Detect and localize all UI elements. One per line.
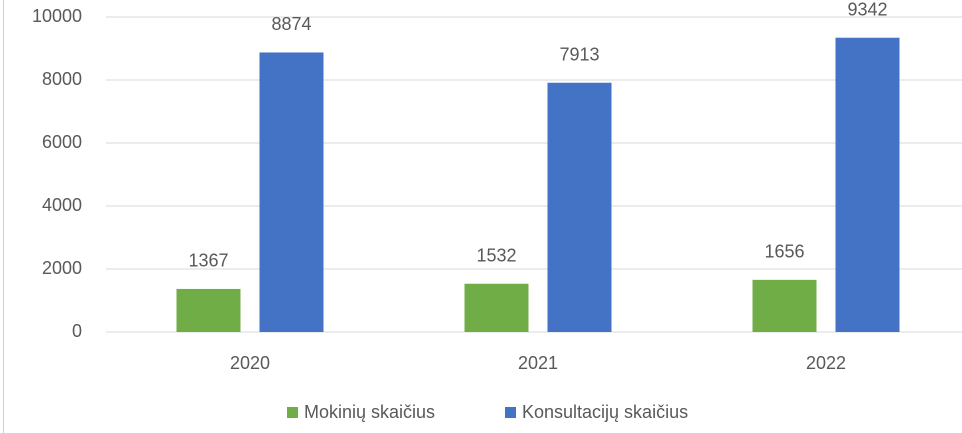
data-label: 1367 [188, 251, 228, 271]
bar [752, 279, 817, 332]
x-tick-label: 2021 [518, 353, 558, 373]
bar [259, 52, 324, 333]
legend-swatch [287, 407, 298, 418]
y-tick-label: 8000 [42, 69, 82, 89]
y-tick-label: 0 [72, 321, 82, 341]
data-label: 7913 [559, 44, 599, 64]
x-tick-label: 2020 [230, 353, 270, 373]
y-tick-label: 6000 [42, 132, 82, 152]
bar [835, 37, 900, 333]
data-label: 9342 [847, 0, 887, 19]
bar [176, 288, 241, 332]
x-tick-label: 2022 [806, 353, 846, 373]
legend-label: Mokinių skaičius [304, 402, 435, 422]
y-tick-label: 4000 [42, 195, 82, 215]
bar [464, 283, 529, 332]
legend-swatch [505, 407, 516, 418]
legend-label: Konsultacijų skaičius [522, 402, 688, 422]
data-label: 8874 [271, 14, 311, 34]
bar [547, 82, 612, 332]
y-tick-label: 2000 [42, 258, 82, 278]
data-label: 1532 [476, 245, 516, 265]
data-label: 1656 [764, 242, 804, 262]
y-tick-label: 10000 [32, 6, 82, 26]
